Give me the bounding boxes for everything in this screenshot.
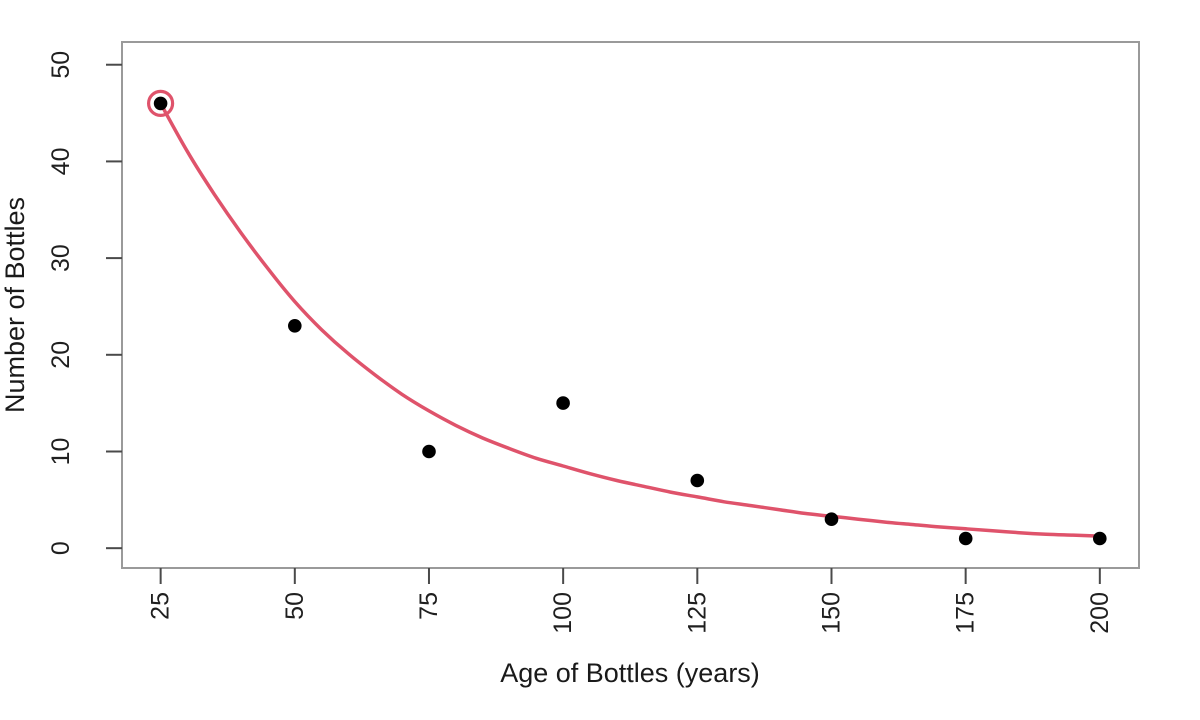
data-point <box>556 396 570 410</box>
y-axis-tick-labels: 0 10 20 30 40 50 <box>47 51 75 555</box>
data-point <box>690 473 705 488</box>
x-tick-label: 150 <box>817 592 845 634</box>
data-points <box>153 96 1107 546</box>
x-axis-title: Age of Bottles (years) <box>500 658 760 688</box>
y-tick-label: 50 <box>47 51 75 79</box>
data-point <box>958 531 973 546</box>
x-tick-label: 50 <box>281 592 309 620</box>
x-tick-label: 175 <box>952 592 980 634</box>
x-tick-label: 75 <box>415 592 443 620</box>
x-tick-label: 125 <box>683 592 711 634</box>
x-tick-label: 25 <box>147 592 175 620</box>
y-axis-ticks <box>106 63 122 550</box>
y-tick-label: 10 <box>47 438 75 466</box>
x-axis-ticks <box>159 568 1101 584</box>
data-point <box>422 444 436 459</box>
fit-curve <box>158 101 1102 538</box>
highlighted-point-ring <box>147 89 175 118</box>
x-tick-label: 200 <box>1086 592 1114 634</box>
y-tick-label: 30 <box>47 244 75 272</box>
x-tick-label: 100 <box>549 592 577 634</box>
y-tick-label: 40 <box>47 148 75 176</box>
plot-border-box <box>121 41 1140 569</box>
x-axis-tick-labels: 25 50 75 100 125 150 175 200 <box>147 592 1114 634</box>
y-tick-label: 0 <box>47 541 75 555</box>
data-point <box>1093 531 1107 546</box>
y-tick-label: 20 <box>47 341 75 369</box>
y-axis-title: Number of Bottles <box>0 197 30 413</box>
data-point <box>824 512 839 526</box>
data-point <box>153 96 168 111</box>
data-point <box>288 319 302 333</box>
